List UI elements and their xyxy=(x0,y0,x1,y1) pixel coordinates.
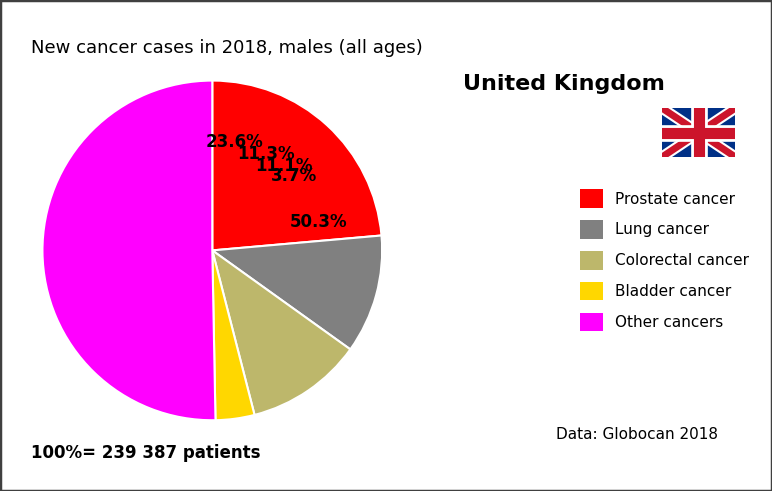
Text: 11.3%: 11.3% xyxy=(238,145,295,163)
Text: New cancer cases in 2018, males (all ages): New cancer cases in 2018, males (all age… xyxy=(31,39,422,57)
Wedge shape xyxy=(212,250,255,420)
Text: 100%= 239 387 patients: 100%= 239 387 patients xyxy=(31,443,260,462)
Wedge shape xyxy=(212,81,381,250)
Wedge shape xyxy=(212,250,350,415)
Text: Data: Globocan 2018: Data: Globocan 2018 xyxy=(556,427,718,442)
Wedge shape xyxy=(42,81,215,420)
Wedge shape xyxy=(212,236,382,350)
Text: United Kingdom: United Kingdom xyxy=(463,74,665,94)
Legend: Prostate cancer, Lung cancer, Colorectal cancer, Bladder cancer, Other cancers: Prostate cancer, Lung cancer, Colorectal… xyxy=(580,189,749,331)
Text: 50.3%: 50.3% xyxy=(290,213,347,231)
Text: 3.7%: 3.7% xyxy=(271,167,317,185)
Text: 11.1%: 11.1% xyxy=(256,158,313,175)
Text: 23.6%: 23.6% xyxy=(206,134,264,151)
